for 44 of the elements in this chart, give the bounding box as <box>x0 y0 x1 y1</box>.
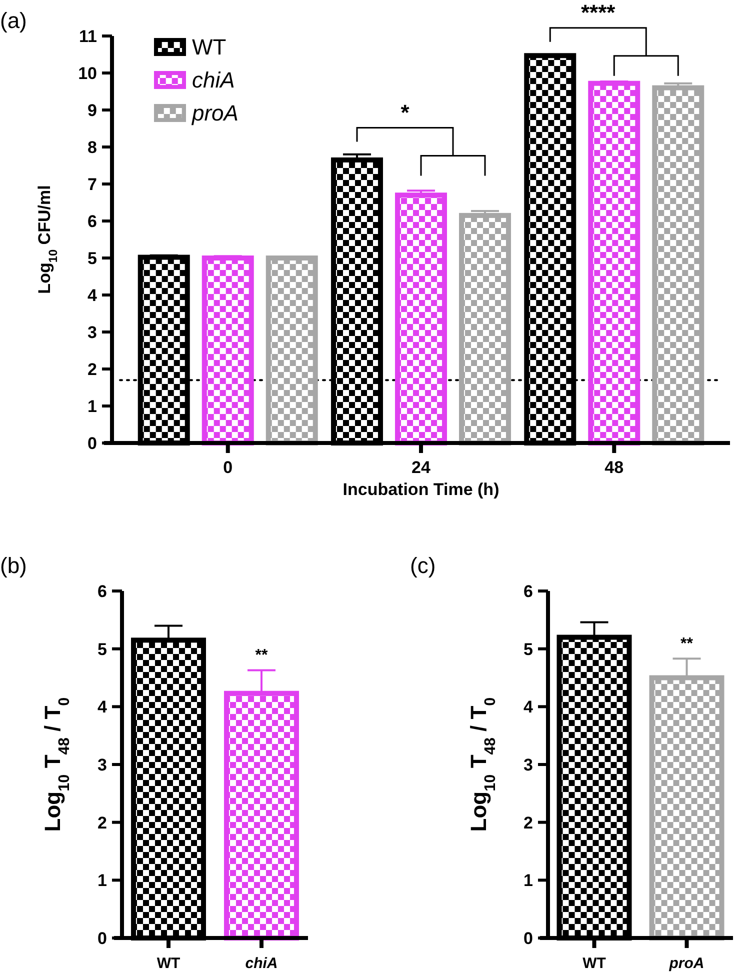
annotation: ** <box>255 646 268 664</box>
y-tick-label: 10 <box>78 64 97 83</box>
x-tick-label: WT <box>156 955 180 972</box>
y-tick-label: 1 <box>524 871 533 890</box>
y-tick-label: 1 <box>88 396 97 416</box>
y-tick-label: 9 <box>88 100 97 120</box>
legend-label: WT <box>192 34 226 60</box>
x-tick-label: proA <box>668 955 704 972</box>
y-tick-label: 2 <box>88 360 97 379</box>
y-tick-label: 5 <box>88 248 97 268</box>
y-tick-label: 3 <box>88 322 97 342</box>
legend-label: chiA <box>192 68 235 93</box>
y-tick-label: 4 <box>98 698 108 717</box>
x-tick-label: 48 <box>604 458 624 477</box>
y-tick-label: 0 <box>98 928 107 948</box>
y-tick-label: 5 <box>98 640 107 659</box>
legend-label: proA <box>191 100 238 126</box>
y-tick-label: 6 <box>98 582 107 601</box>
y-tick-label: 3 <box>524 755 533 774</box>
x-tick-label: 24 <box>412 458 431 477</box>
x-axis-title: Incubation Time (h) <box>342 480 500 499</box>
y-tick-label: 4 <box>88 286 98 305</box>
y-tick-label: 1 <box>98 871 107 890</box>
y-tick-label: 8 <box>88 138 97 157</box>
y-tick-label: 4 <box>524 698 534 717</box>
y-tick-label: 0 <box>88 434 97 453</box>
chart-title: (c) <box>410 553 436 578</box>
chart-title: (b) <box>0 553 27 578</box>
y-tick-label: 6 <box>88 212 97 231</box>
y-tick-label: 3 <box>98 755 107 774</box>
y-tick-label: 11 <box>79 26 97 46</box>
y-tick-label: 2 <box>98 813 107 832</box>
x-tick-label: WT <box>582 955 606 972</box>
y-tick-label: 2 <box>524 813 533 832</box>
annotation: * <box>400 100 410 125</box>
x-tick-label: 0 <box>223 458 233 477</box>
text: **** <box>581 0 616 25</box>
chart-title: (a) <box>0 8 27 33</box>
y-tick-label: 6 <box>524 582 533 601</box>
x-tick-label: chiA <box>245 955 278 972</box>
annotation: ** <box>680 635 694 652</box>
y-tick-label: 7 <box>88 174 97 194</box>
y-tick-label: 5 <box>524 640 533 659</box>
y-tick-label: 0 <box>524 928 533 948</box>
